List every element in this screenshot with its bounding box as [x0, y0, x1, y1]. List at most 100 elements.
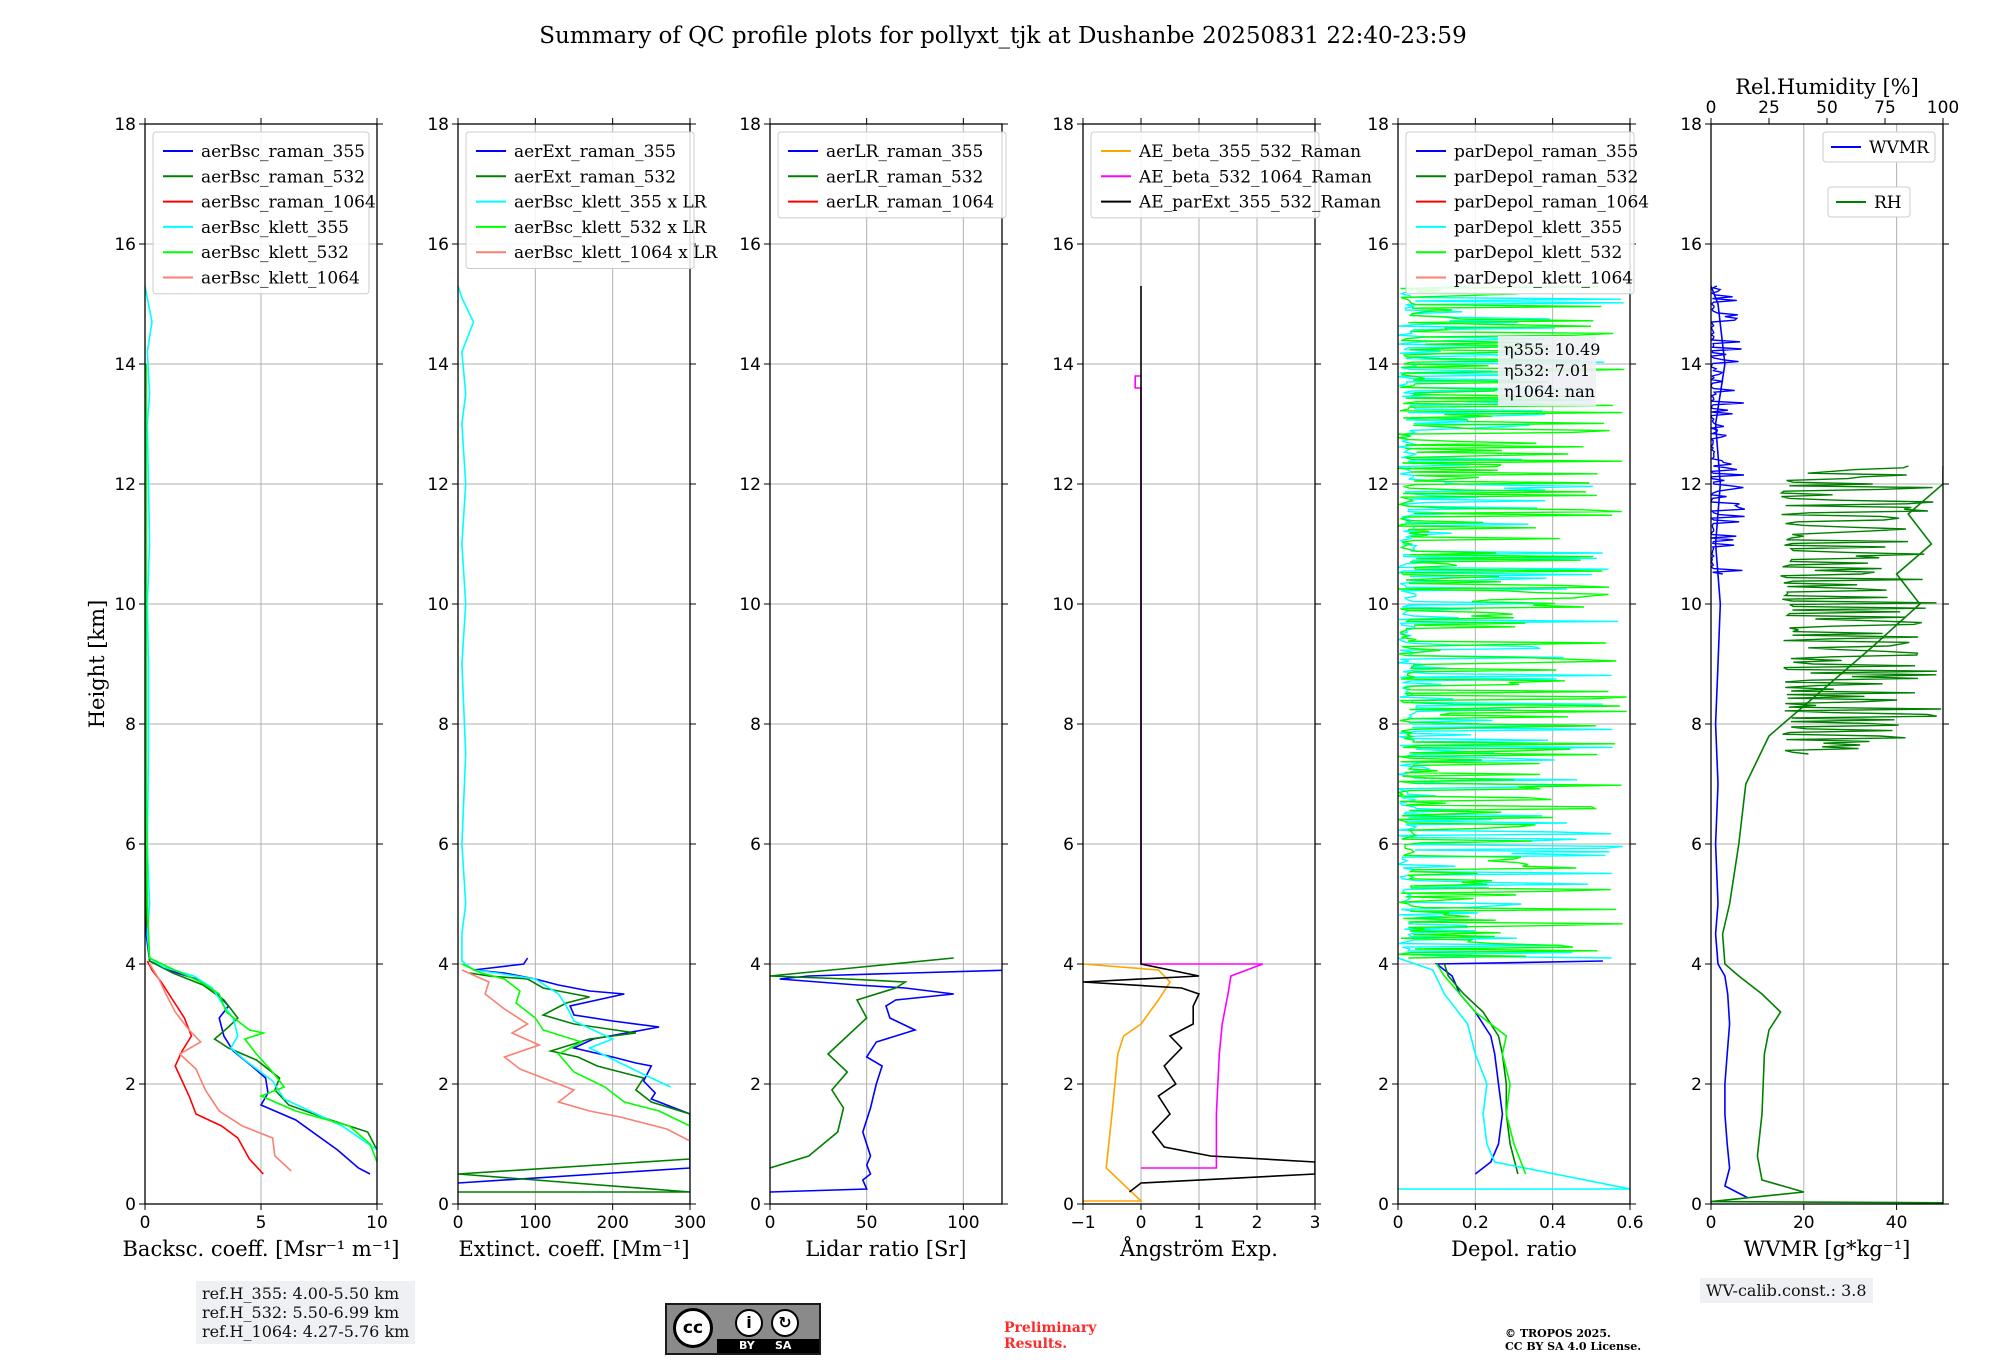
annotation-text: η355: 10.49: [1504, 340, 1600, 359]
y-tick-label: 10: [1680, 595, 1702, 615]
y-tick-label: 2: [750, 1075, 761, 1095]
x-tick-label: 40: [1886, 1213, 1908, 1233]
y-tick-label: 0: [750, 1195, 761, 1215]
copyright-line-2: CC BY SA 4.0 License.: [1505, 1340, 1642, 1353]
plot-area: [1083, 286, 1315, 1202]
annotation-text: η532: 7.01: [1504, 361, 1590, 380]
y-tick-label: 2: [438, 1075, 449, 1095]
series-line-aerBsc_klett_532: [145, 364, 377, 1163]
x2-tick-label: 100: [1927, 98, 1959, 118]
y-tick-label: 0: [1063, 1195, 1074, 1215]
x-axis-label: WVMR [g*kg⁻¹]: [1744, 1237, 1911, 1261]
y-tick-label: 14: [1367, 355, 1389, 375]
legend-label: parDepol_klett_532: [1454, 243, 1622, 263]
y-tick-label: 6: [125, 835, 136, 855]
series-line-parDepol_raman_532: [1443, 963, 1519, 1175]
legend-box: [1090, 131, 1320, 219]
wv-calib-box: WV-calib.const.: 3.8: [1700, 1278, 1873, 1303]
x-tick-label: 1: [1194, 1213, 1205, 1233]
series-line-parDepol_klett_532: [1436, 963, 1527, 1175]
preliminary-line-2: Results.: [1004, 1336, 1068, 1352]
copyright-note: © TROPOS 2025. CC BY SA 4.0 License.: [1505, 1327, 1641, 1353]
sa-circle-icon: ↻: [771, 1309, 799, 1337]
y-tick-label: 12: [739, 475, 761, 495]
y-tick-label: 6: [438, 835, 449, 855]
y-tick-label: 12: [1680, 475, 1702, 495]
legend-label: aerExt_raman_355: [514, 142, 676, 162]
x-tick-label: 100: [947, 1213, 979, 1233]
y-tick-label: 16: [114, 235, 136, 255]
series-line-aerBsc_raman_1064: [146, 960, 264, 1175]
series-line-AE_beta_532_1064_Raman: [1134, 375, 1264, 1169]
y-tick-label: 8: [1691, 715, 1702, 735]
legend-label: parDepol_klett_355: [1454, 218, 1622, 238]
panel-frame: [1397, 123, 1631, 1205]
annotation-box: [1498, 336, 1596, 406]
legend-label: parDepol_raman_355: [1454, 142, 1638, 162]
figure-title: Summary of QC profile plots for pollyxt_…: [539, 23, 1466, 49]
x-tick-label: 3: [1310, 1213, 1321, 1233]
x-tick-label: 0: [453, 1213, 464, 1233]
legend: aerLR_raman_355 aerLR_raman_532 aerLR_rama…: [777, 131, 1007, 219]
y-tick-label: 16: [1367, 235, 1389, 255]
legend-box: [465, 131, 695, 269]
legend: aerExt_raman_355 aerExt_raman_532 aerBsc_k…: [465, 131, 718, 269]
series-line-AE_beta_355_532_Raman: [1083, 963, 1172, 1202]
plot-area: [458, 285, 690, 1193]
x2-tick-label: 25: [1758, 98, 1780, 118]
x-axis-label: Extinct. coeff. [Mm⁻¹]: [458, 1237, 689, 1261]
panel-3: 0 2 4 6 8 10 12 14 16 18 0 50 100 Lidar ratio [Sr] aer…: [739, 115, 1008, 1261]
badge-strip: BY SA: [717, 1339, 819, 1353]
y-tick-label: 8: [125, 715, 136, 735]
legend: parDepol_raman_355 parDepol_raman_532 parD…: [1405, 131, 1649, 295]
series-line-parDepol_klett_355: [1398, 957, 1630, 1190]
y-tick-label: 12: [1367, 475, 1389, 495]
x-tick-label: 0.4: [1539, 1213, 1566, 1233]
noise-trace: [1711, 285, 1745, 575]
x-axis-label: Ångström Exp.: [1119, 1236, 1278, 1261]
y-tick-label: 2: [1691, 1075, 1702, 1095]
y-tick-label: 12: [1052, 475, 1074, 495]
legend-label: aerBsc_klett_355 x LR: [514, 193, 708, 213]
series-line-aerExt_raman_532: [458, 972, 690, 1193]
copyright-line-1: © TROPOS 2025.: [1505, 1327, 1611, 1340]
legend: AE_beta_355_532_Raman AE_beta_532_1064_Ra…: [1090, 131, 1381, 219]
y-tick-label: 4: [1063, 955, 1074, 975]
y-tick-label: 4: [438, 955, 449, 975]
y-tick-label: 14: [427, 355, 449, 375]
y-tick-label: 18: [427, 115, 449, 135]
legend-label: aerBsc_klett_1064: [201, 269, 360, 289]
y-tick-label: 10: [114, 595, 136, 615]
x-tick-label: 300: [674, 1213, 706, 1233]
legend-label: aerBsc_raman_355: [201, 142, 365, 162]
x-tick-label: 5: [256, 1213, 267, 1233]
x-tick-label: 20: [1793, 1213, 1815, 1233]
x2-tick-label: 0: [1706, 98, 1717, 118]
y-tick-label: 4: [125, 955, 136, 975]
series-line-aerLR_raman_355: [770, 969, 1002, 1193]
ref-heights-box: ref.H_355: 4.00-5.50 km ref.H_532: 5.50-…: [196, 1281, 416, 1344]
y-tick-label: 2: [1063, 1075, 1074, 1095]
y-tick-label: 4: [750, 955, 761, 975]
y-tick-label: 0: [1378, 1195, 1389, 1215]
x-tick-label: 0: [1393, 1213, 1404, 1233]
ref-height-1064: ref.H_1064: 4.27-5.76 km: [202, 1322, 410, 1341]
badge-sa-text: SA: [775, 1339, 792, 1352]
legend-label: AE_beta_355_532_Raman: [1138, 142, 1361, 162]
y-tick-label: 14: [739, 355, 761, 375]
x-tick-label: 0: [140, 1213, 151, 1233]
y-tick-label: 2: [125, 1075, 136, 1095]
y-tick-label: 18: [1680, 115, 1702, 135]
legend-label: aerBsc_klett_1064 x LR: [514, 243, 718, 263]
x-axis-label: Backsc. coeff. [Msr⁻¹ m⁻¹]: [123, 1237, 400, 1261]
y-tick-label: 4: [1691, 955, 1702, 975]
y-tick-label: 6: [1691, 835, 1702, 855]
preliminary-results: Preliminary Results.: [1004, 1320, 1096, 1352]
series-line-WVMR: [1711, 285, 1749, 1199]
series-line-aerBsc_klett_355 x LR: [458, 285, 672, 1088]
series-line-AE_parExt_355_532_Raman: [1083, 286, 1315, 1193]
x-tick-label: 50: [856, 1213, 878, 1233]
x-tick-label: 2: [1252, 1213, 1263, 1233]
x-tick-label: 100: [519, 1213, 551, 1233]
noise-trace: [1779, 465, 1942, 755]
